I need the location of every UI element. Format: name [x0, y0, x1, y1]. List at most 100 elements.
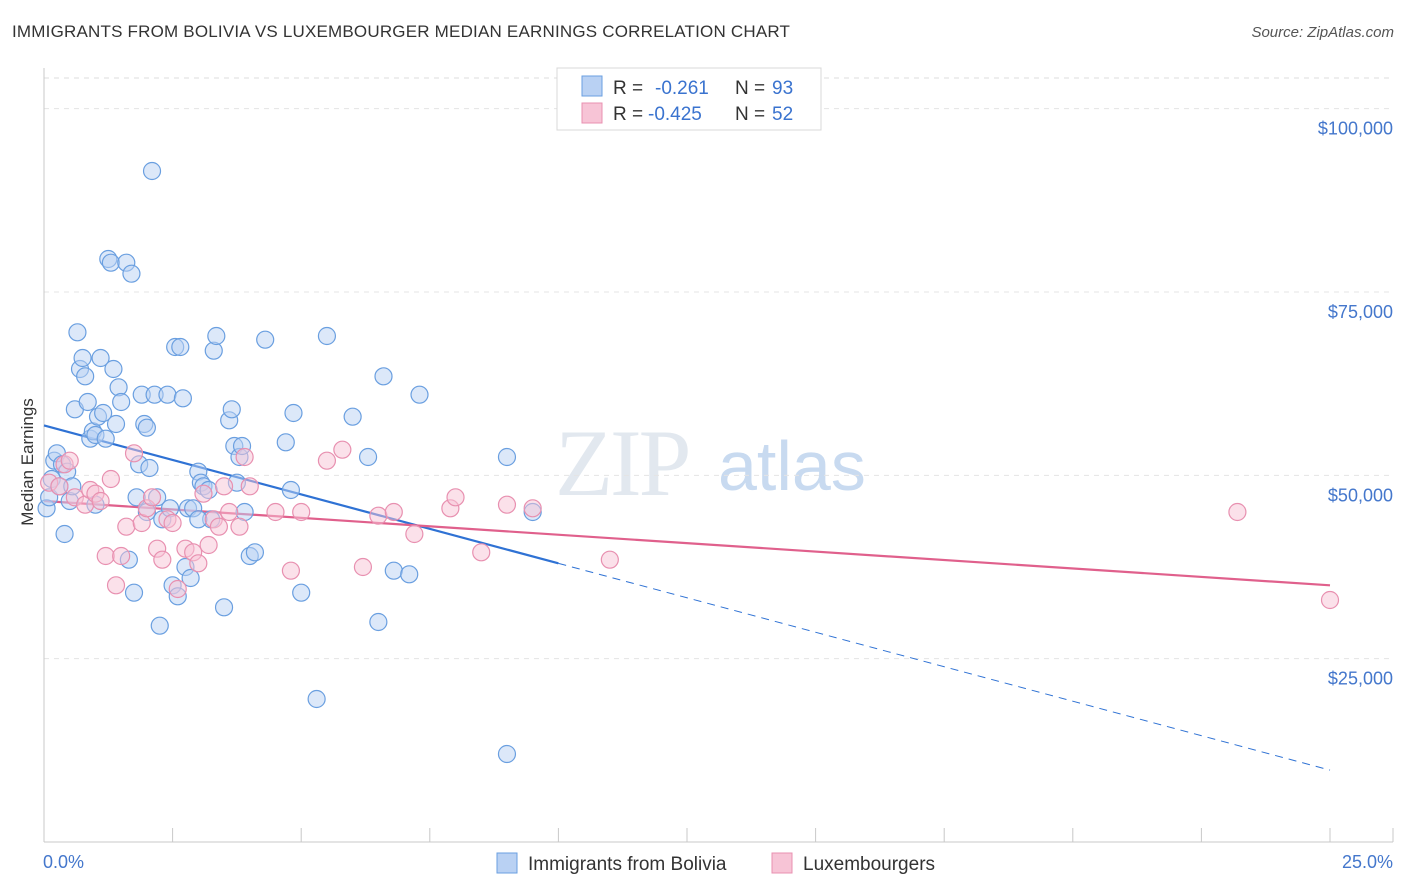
- y-axis-title: Median Earnings: [18, 398, 37, 526]
- watermark-zip: ZIP: [555, 410, 689, 516]
- point-bolivia: [281, 480, 301, 500]
- point-bolivia: [76, 367, 95, 386]
- trendline-bolivia-extension: [558, 562, 1331, 771]
- stats-n-label-1: N =: [735, 78, 765, 99]
- point-luxembourgers: [369, 506, 388, 525]
- point-bolivia: [55, 524, 74, 544]
- stats-n-label-2: N =: [735, 104, 765, 125]
- point-luxembourgers: [142, 488, 162, 507]
- point-bolivia: [207, 326, 226, 346]
- point-bolivia: [171, 337, 190, 357]
- point-luxembourgers: [384, 502, 403, 522]
- point-luxembourgers: [214, 477, 234, 496]
- point-luxembourgers: [96, 546, 115, 566]
- point-bolivia: [214, 598, 234, 617]
- point-bolivia: [106, 414, 126, 434]
- stats-r-label-1: R =: [613, 78, 643, 99]
- x-tick-label-min: 0.0%: [43, 852, 84, 872]
- point-bolivia: [91, 348, 110, 368]
- point-bolivia: [96, 429, 115, 448]
- point-luxembourgers: [60, 451, 79, 470]
- point-luxembourgers: [106, 576, 126, 595]
- point-luxembourgers: [50, 477, 69, 496]
- point-bolivia: [292, 583, 311, 602]
- point-bolivia: [343, 407, 362, 426]
- point-bolivia: [358, 447, 378, 467]
- point-luxembourgers: [266, 502, 285, 522]
- gridlines: [44, 77, 1393, 660]
- point-bolivia: [276, 433, 295, 452]
- point-luxembourgers: [230, 517, 249, 536]
- point-bolivia: [124, 583, 144, 602]
- point-luxembourgers: [194, 484, 213, 503]
- point-bolivia: [137, 418, 156, 437]
- y-tick-label: $75,000: [1328, 302, 1393, 322]
- legend-swatch-luxembourgers: [771, 852, 793, 874]
- stats-swatch-bolivia: [581, 75, 603, 97]
- point-bolivia: [173, 389, 192, 408]
- point-bolivia: [181, 568, 200, 588]
- point-luxembourgers: [600, 550, 619, 569]
- point-luxembourgers: [189, 554, 208, 573]
- point-bolivia: [150, 616, 169, 635]
- point-bolivia: [384, 561, 403, 580]
- point-luxembourgers: [472, 543, 491, 562]
- point-luxembourgers: [168, 579, 187, 599]
- point-bolivia: [400, 565, 419, 584]
- point-luxembourgers: [163, 513, 182, 533]
- point-bolivia: [317, 326, 337, 346]
- point-luxembourgers: [117, 517, 136, 536]
- legend-swatch-bolivia: [496, 852, 518, 874]
- point-bolivia: [410, 385, 429, 404]
- point-bolivia: [189, 510, 208, 529]
- point-luxembourgers: [124, 444, 144, 463]
- point-bolivia: [140, 458, 159, 478]
- stats-legend: R = -0.261 N = 93 R = -0.425 N = 52: [556, 67, 822, 131]
- point-luxembourgers: [333, 440, 352, 459]
- point-luxembourgers: [353, 557, 373, 577]
- y-tick-label: $100,000: [1318, 119, 1393, 139]
- stats-n-value-1: 93: [772, 78, 793, 99]
- point-bolivia: [112, 392, 131, 412]
- point-luxembourgers: [405, 524, 424, 544]
- point-luxembourgers: [91, 491, 110, 511]
- stats-r-value-2: -0.425: [648, 104, 702, 125]
- trendline-bolivia: [43, 424, 559, 565]
- stats-n-value-2: 52: [772, 104, 793, 125]
- point-bolivia: [101, 253, 120, 272]
- stats-swatch-luxembourgers: [581, 102, 603, 124]
- axes: [43, 68, 1394, 843]
- point-bolivia: [78, 392, 97, 412]
- y-tick-label: $25,000: [1328, 669, 1393, 689]
- point-luxembourgers: [101, 469, 120, 489]
- y-tick-label: $50,000: [1328, 485, 1393, 505]
- point-bolivia: [307, 689, 326, 709]
- point-bolivia: [256, 330, 275, 349]
- point-luxembourgers: [1320, 590, 1340, 610]
- point-luxembourgers: [1228, 502, 1247, 522]
- x-tick-label-max: 25.0%: [1342, 852, 1393, 872]
- point-luxembourgers: [235, 447, 254, 467]
- legend-label-luxembourgers: Luxembourgers: [803, 854, 935, 875]
- y-tick-labels: $25,000 $50,000 $75,000 $100,000: [1318, 119, 1393, 689]
- point-bolivia: [142, 161, 162, 181]
- point-luxembourgers: [209, 517, 228, 536]
- point-bolivia: [497, 744, 517, 764]
- point-bolivia: [374, 367, 393, 386]
- point-luxembourgers: [281, 561, 301, 580]
- point-bolivia: [104, 359, 123, 379]
- chart-title: IMMIGRANTS FROM BOLIVIA VS LUXEMBOURGER …: [12, 22, 791, 41]
- point-luxembourgers: [112, 546, 131, 566]
- stats-r-label-2: R =: [613, 104, 643, 125]
- point-luxembourgers: [240, 477, 259, 496]
- point-luxembourgers: [446, 488, 465, 507]
- point-bolivia: [94, 403, 113, 423]
- point-luxembourgers: [220, 502, 239, 522]
- point-luxembourgers: [153, 550, 172, 569]
- point-luxembourgers: [497, 495, 517, 514]
- legend-label-bolivia: Immigrants from Bolivia: [528, 854, 727, 875]
- point-bolivia: [369, 612, 388, 632]
- point-bolivia: [497, 447, 517, 467]
- series-legend: Immigrants from Bolivia Luxembourgers: [496, 852, 935, 875]
- point-bolivia: [245, 543, 265, 562]
